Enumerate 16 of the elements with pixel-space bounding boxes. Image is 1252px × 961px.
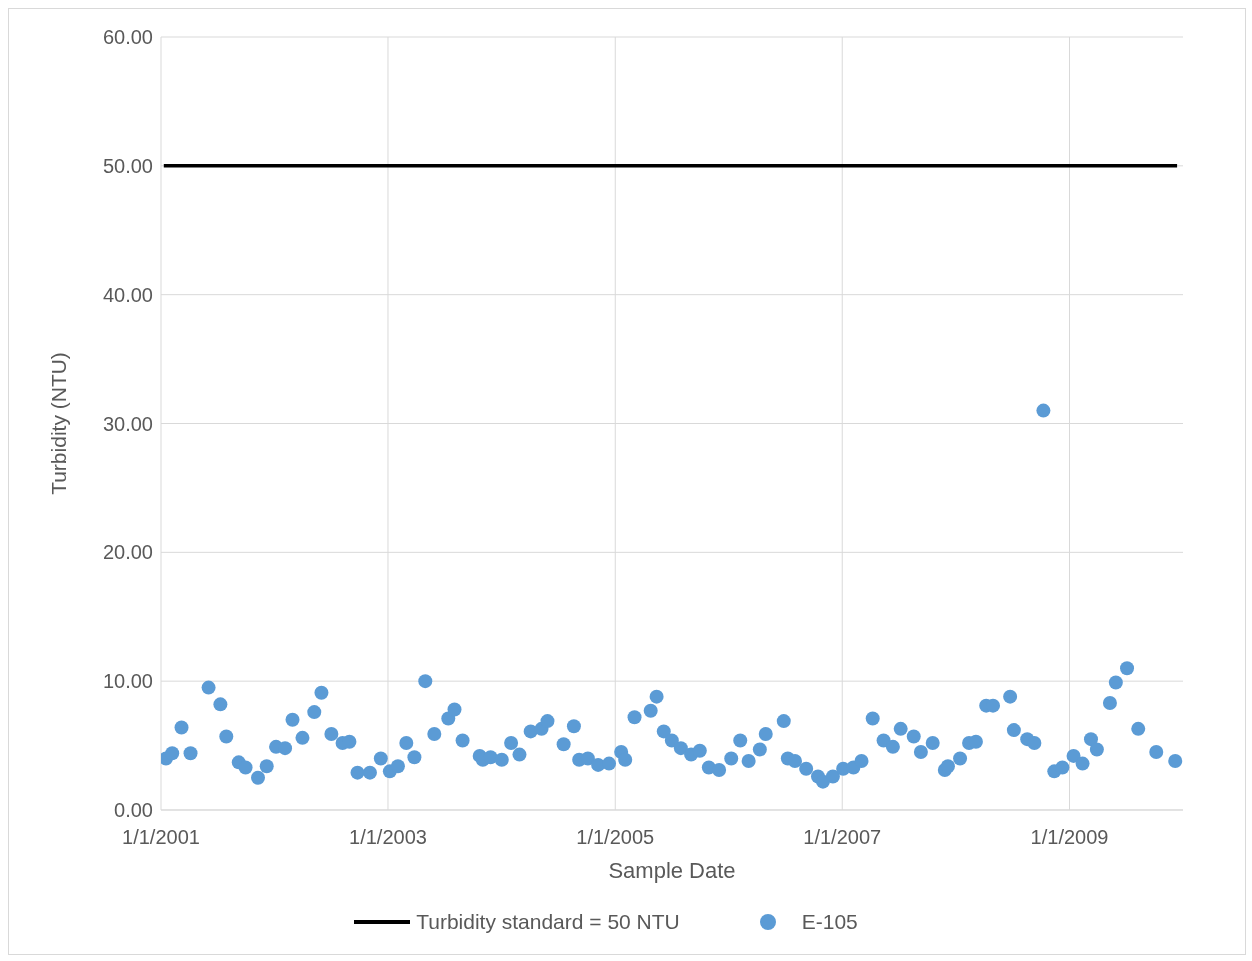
y-tick-label: 10.00: [102, 670, 153, 693]
x-tick-label: 1/1/2003: [349, 826, 427, 849]
legend-label: E-105: [801, 910, 858, 934]
x-tick-label: 1/1/2007: [803, 826, 882, 849]
legend-label: Turbidity standard = 50 NTU: [416, 910, 680, 934]
y-tick-label: 50.00: [102, 154, 153, 177]
y-tick-label: 0.00: [114, 799, 153, 822]
y-tick-label: 30.00: [102, 412, 153, 435]
y-tick-label: 40.00: [102, 283, 153, 306]
x-tick-label: 1/1/2005: [576, 826, 655, 849]
x-axis-title: Sample Date: [608, 858, 736, 883]
x-tick-label: 1/1/2001: [122, 826, 200, 849]
x-tick-label: 1/1/2009: [1030, 826, 1109, 849]
y-tick-label: 20.00: [102, 541, 153, 564]
y-tick-label: 60.00: [102, 26, 153, 49]
y-axis-title: Turbidity (NTU): [47, 352, 71, 495]
